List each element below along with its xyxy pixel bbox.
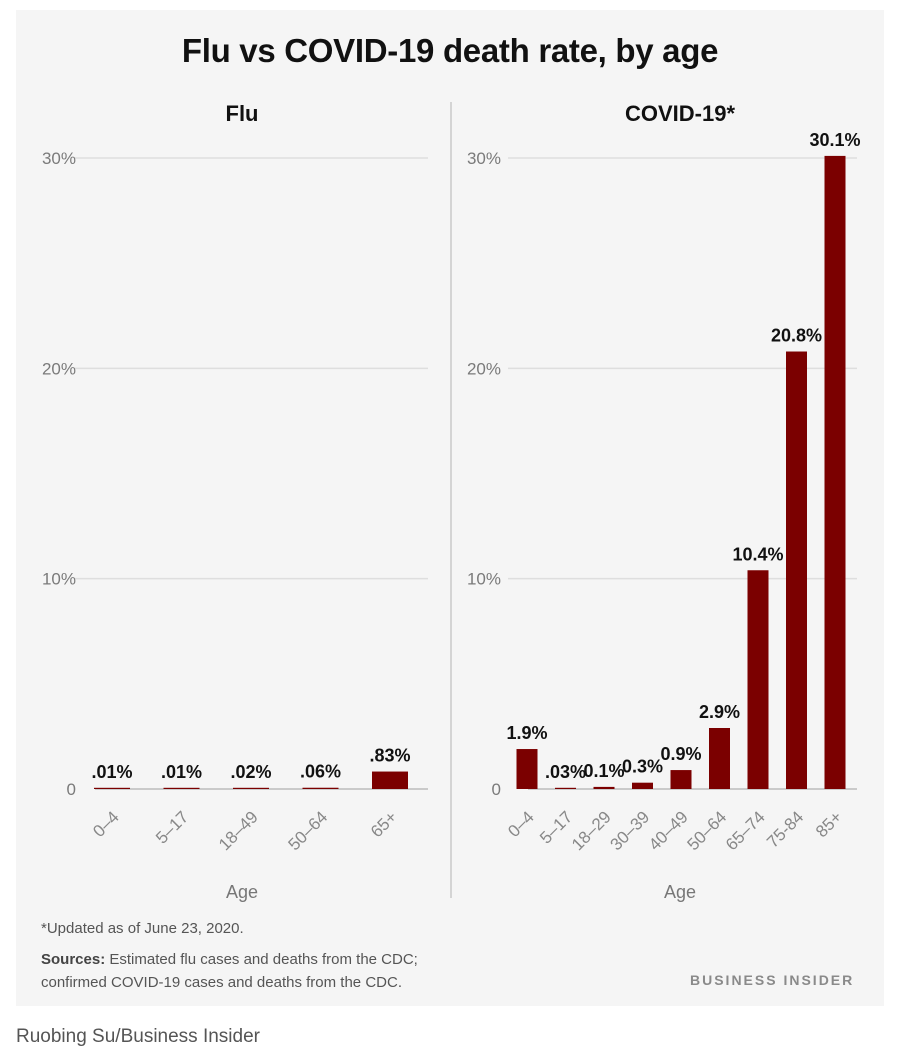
covid-x-tick-label: 85+ — [812, 807, 846, 841]
covid-y-tick-label: 20% — [467, 359, 501, 378]
charts-area: Flu 0 10% 20% 30% .01% 0–4 .01% 5–17 .02% 18–49 .06… — [42, 101, 861, 902]
covid-x-tick-label: 30–39 — [606, 807, 653, 854]
brand-logo: BUSINESS INSIDER — [690, 972, 855, 988]
covid-data-label: 10.4% — [732, 544, 783, 564]
chart-title: Flu vs COVID-19 death rate, by age — [181, 32, 719, 69]
flu-x-tick-label: 18–49 — [215, 807, 262, 854]
flu-x-tick-label: 65+ — [367, 807, 401, 841]
covid-x-tick-label: 18–29 — [568, 807, 615, 854]
covid-panel-title: COVID-19* — [625, 101, 735, 126]
covid-data-label: 30.1% — [809, 130, 860, 150]
covid-y-tick-label: 10% — [467, 570, 501, 589]
flu-x-tick-label: 0–4 — [89, 807, 122, 840]
covid-x-tick-label: 65–74 — [722, 807, 769, 854]
flu-bar — [233, 787, 269, 789]
covid-bar — [709, 728, 730, 789]
covid-bar — [593, 786, 615, 789]
flu-data-label: .02% — [230, 762, 271, 782]
flu-data-label: .01% — [161, 762, 202, 782]
sources-label: Sources: — [41, 951, 106, 968]
covid-x-tick-label: 75-84 — [763, 807, 807, 851]
flu-y-tick-label: 30% — [42, 149, 76, 168]
flu-y-tick-label: 10% — [42, 570, 76, 589]
flu-data-label: .06% — [300, 762, 341, 782]
flu-bar — [372, 771, 408, 789]
flu-x-tick-label: 50–64 — [284, 807, 331, 854]
chart-card — [16, 10, 884, 1006]
covid-bar — [747, 570, 769, 789]
flu-panel-title: Flu — [226, 101, 259, 126]
flu-data-label: .83% — [369, 746, 410, 766]
covid-x-axis-title: Age — [664, 882, 696, 902]
covid-x-tick-label: 0–4 — [504, 807, 537, 840]
covid-bar — [516, 749, 538, 789]
covid-bar — [632, 782, 653, 789]
covid-data-label: 0.3% — [622, 757, 663, 777]
sources-note: Sources: Estimated flu cases and deaths … — [41, 948, 481, 994]
covid-x-tick-label: 50–64 — [683, 807, 730, 854]
flu-data-label: .01% — [91, 762, 132, 782]
flu-y-tick-label: 0 — [67, 780, 76, 799]
covid-data-label: 1.9% — [506, 723, 547, 743]
flu-bar — [163, 787, 200, 789]
covid-data-label: .03% — [545, 762, 586, 782]
covid-data-label: 0.1% — [583, 761, 624, 781]
flu-x-axis-title: Age — [226, 882, 258, 902]
covid-data-label: 2.9% — [699, 702, 740, 722]
covid-x-tick-label: 40–49 — [645, 807, 692, 854]
image-credit: Ruobing Su/Business Insider — [16, 1026, 260, 1047]
covid-data-label: 0.9% — [660, 744, 701, 764]
covid-bar — [555, 787, 576, 789]
sources-text: Estimated flu cases and deaths from the … — [41, 951, 418, 991]
flu-x-tick-label: 5–17 — [152, 807, 192, 847]
covid-bar — [824, 155, 846, 789]
covid-y-tick-label: 0 — [492, 780, 501, 799]
covid-data-label: 20.8% — [771, 326, 822, 346]
flu-bar — [302, 787, 339, 789]
covid-bar — [670, 770, 692, 789]
flu-bar — [94, 787, 130, 789]
footnote: *Updated as of June 23, 2020. — [41, 920, 244, 937]
covid-bar — [786, 351, 807, 789]
covid-y-tick-label: 30% — [467, 149, 501, 168]
flu-y-tick-label: 20% — [42, 359, 76, 378]
